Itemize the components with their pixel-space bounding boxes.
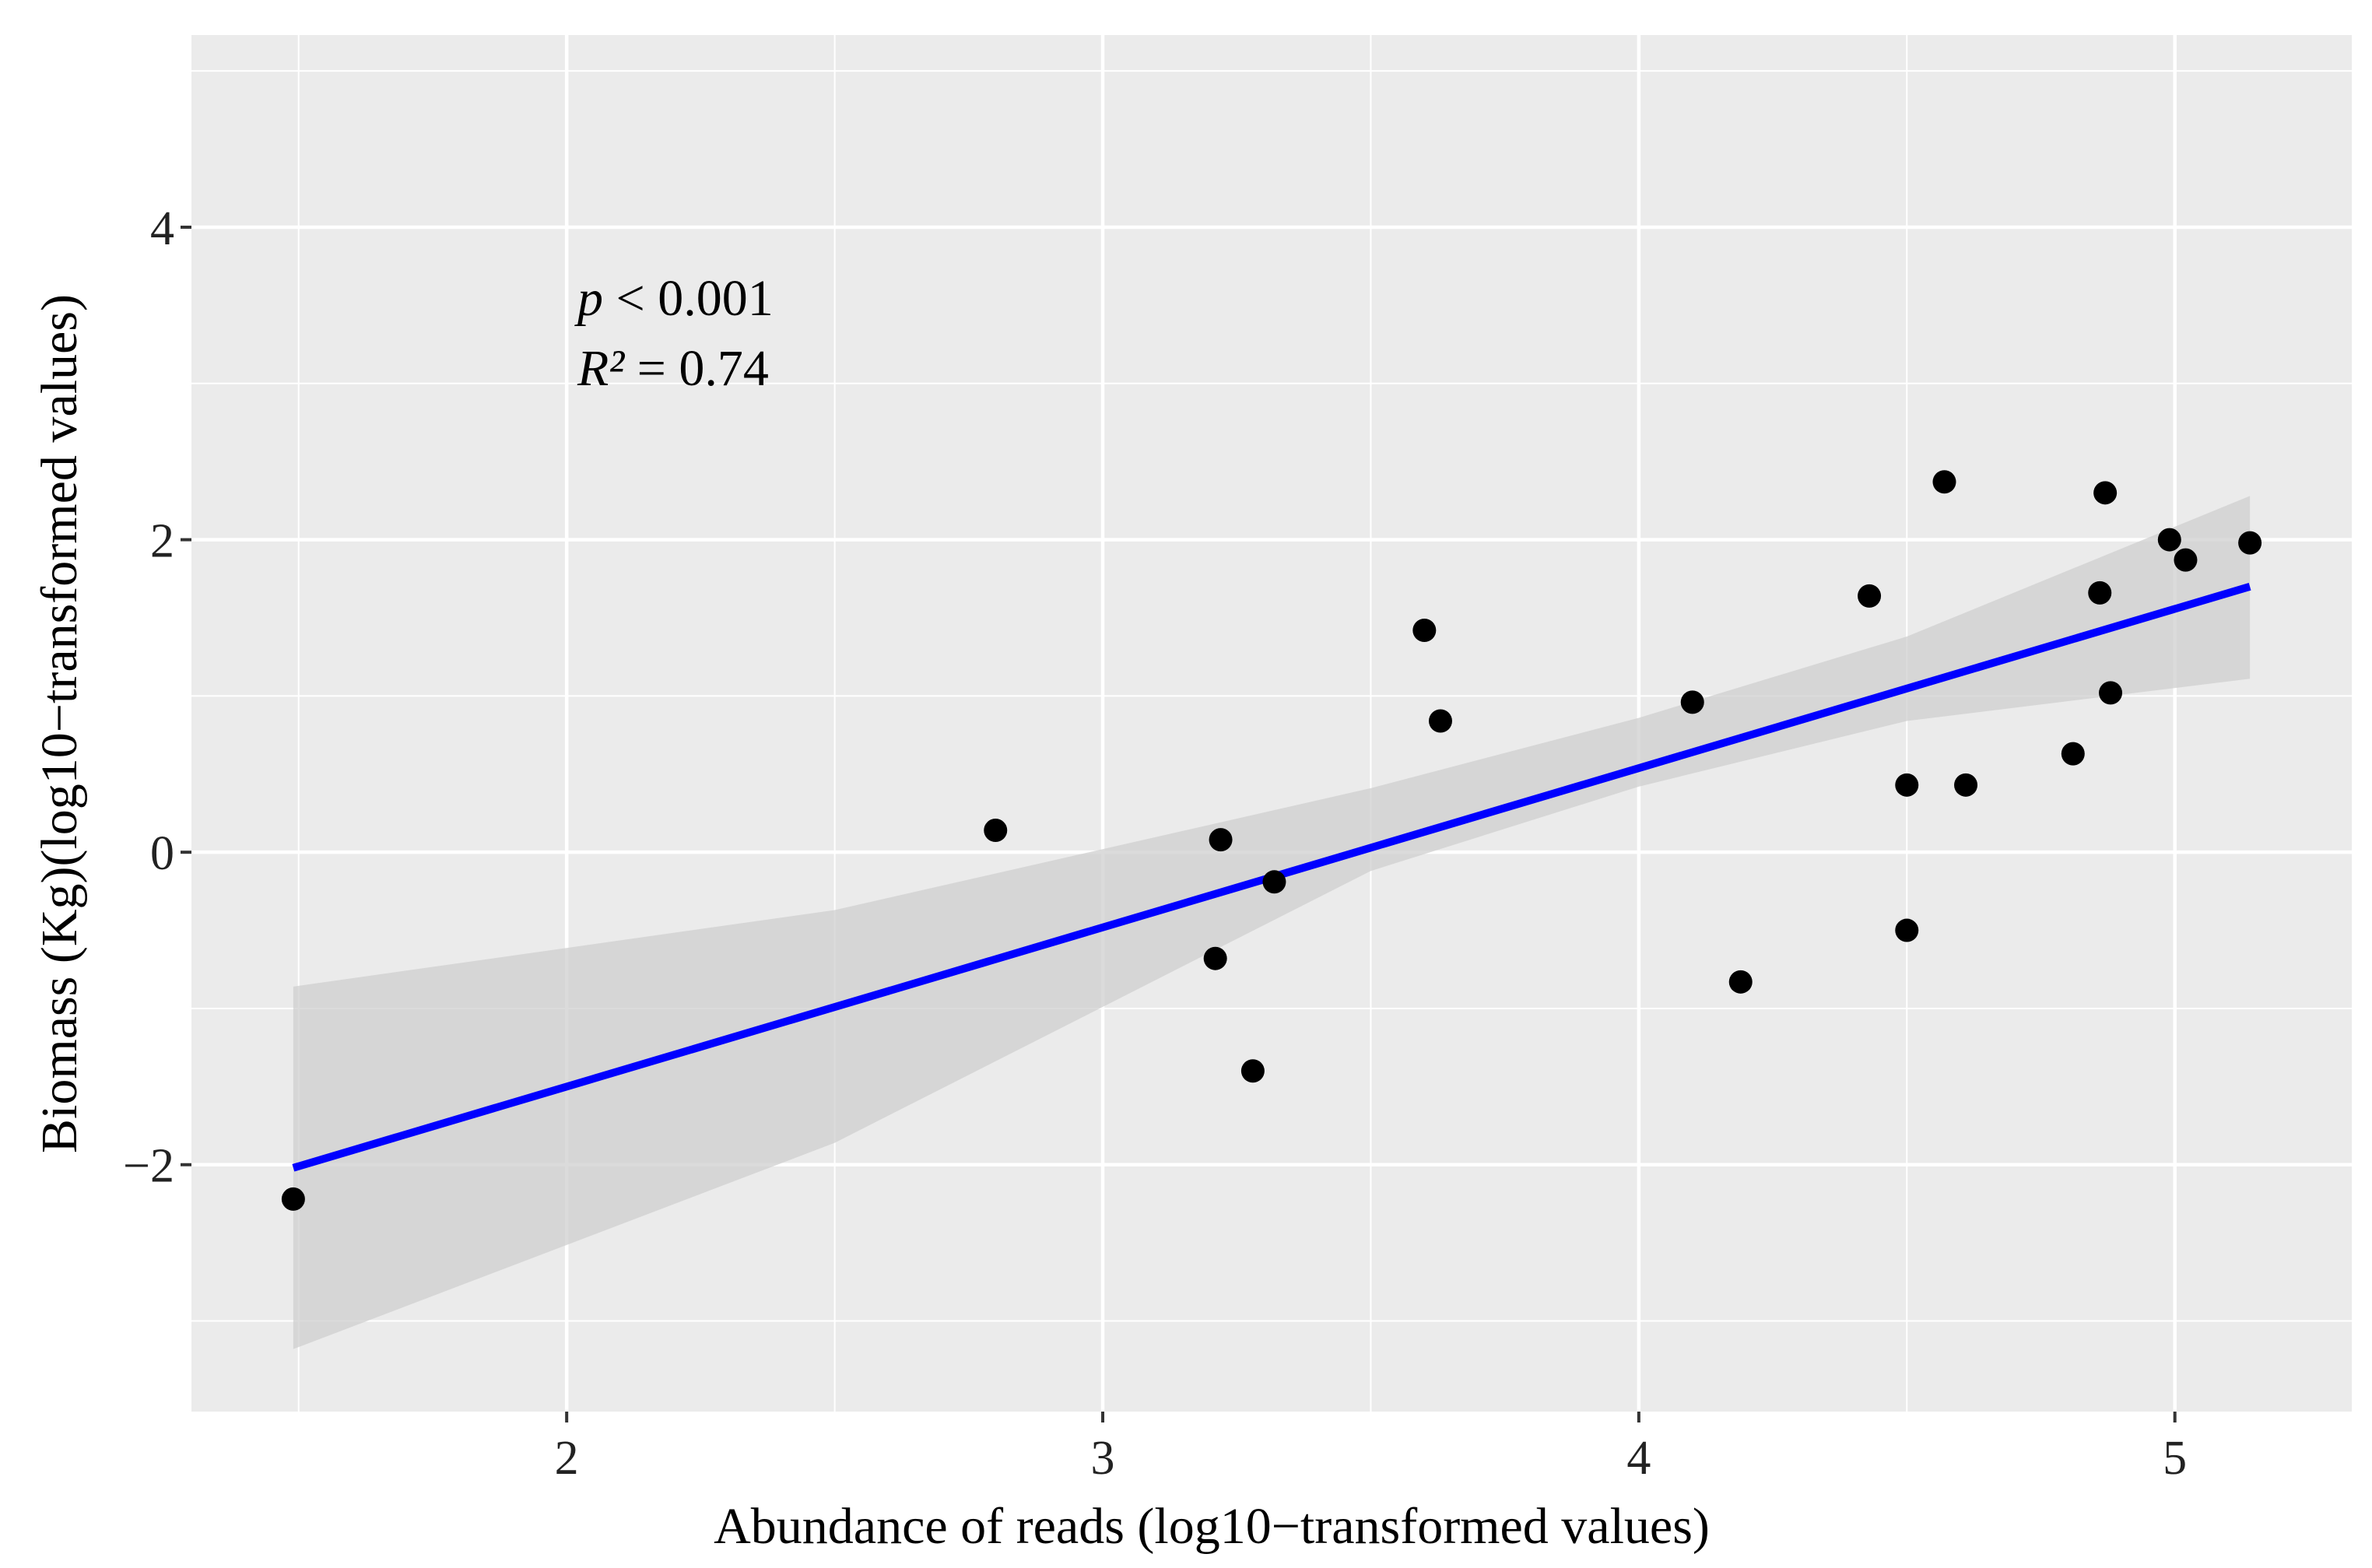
data-point bbox=[1895, 773, 1919, 797]
data-point bbox=[984, 819, 1008, 843]
p-value-text: < 0.001 bbox=[603, 270, 774, 327]
data-point bbox=[1895, 918, 1919, 942]
p-value-annotation: p < 0.001 bbox=[574, 270, 774, 327]
data-point bbox=[1954, 773, 1978, 797]
data-point bbox=[2157, 528, 2181, 552]
data-point bbox=[1262, 870, 1286, 894]
x-tick-label: 3 bbox=[1091, 1432, 1115, 1485]
data-point bbox=[1728, 970, 1753, 994]
data-point bbox=[1209, 828, 1233, 852]
r-squared-annotation: R² = 0.74 bbox=[577, 340, 769, 397]
data-point bbox=[2088, 581, 2112, 605]
data-point bbox=[1680, 690, 1704, 714]
data-point bbox=[2174, 548, 2198, 572]
data-point bbox=[1203, 946, 1227, 970]
r2-value-text: = 0.74 bbox=[624, 340, 769, 397]
y-tick-label: 4 bbox=[150, 202, 174, 255]
data-point bbox=[2061, 742, 2085, 766]
data-point bbox=[1412, 619, 1437, 643]
confidence-band bbox=[293, 496, 2251, 1349]
data-point bbox=[1428, 709, 1452, 733]
data-point bbox=[2099, 681, 2123, 705]
data-points bbox=[281, 470, 2262, 1211]
y-axis-title: Biomass (Kg)(log10−transformed values) bbox=[31, 294, 88, 1153]
x-tick-label: 4 bbox=[1626, 1432, 1651, 1485]
x-tick-label: 2 bbox=[555, 1432, 579, 1485]
y-tick-label: −2 bbox=[123, 1140, 174, 1193]
data-point bbox=[2093, 481, 2118, 505]
data-point bbox=[1240, 1059, 1265, 1083]
r2-symbol: R² bbox=[577, 340, 625, 397]
y-axis-ticks: −2 0 2 4 bbox=[123, 202, 191, 1193]
p-symbol: p bbox=[574, 270, 603, 327]
data-point bbox=[281, 1187, 305, 1211]
y-tick-label: 2 bbox=[150, 515, 174, 568]
y-tick-label: 0 bbox=[150, 827, 174, 880]
x-tick-label: 5 bbox=[2163, 1432, 2187, 1485]
data-point bbox=[2238, 531, 2262, 555]
data-point bbox=[1858, 584, 1882, 608]
data-point bbox=[1932, 470, 1956, 494]
x-axis-ticks: 2 3 4 5 bbox=[555, 1412, 2187, 1485]
x-axis-title: Abundance of reads (log10−transformed va… bbox=[714, 1498, 1710, 1555]
